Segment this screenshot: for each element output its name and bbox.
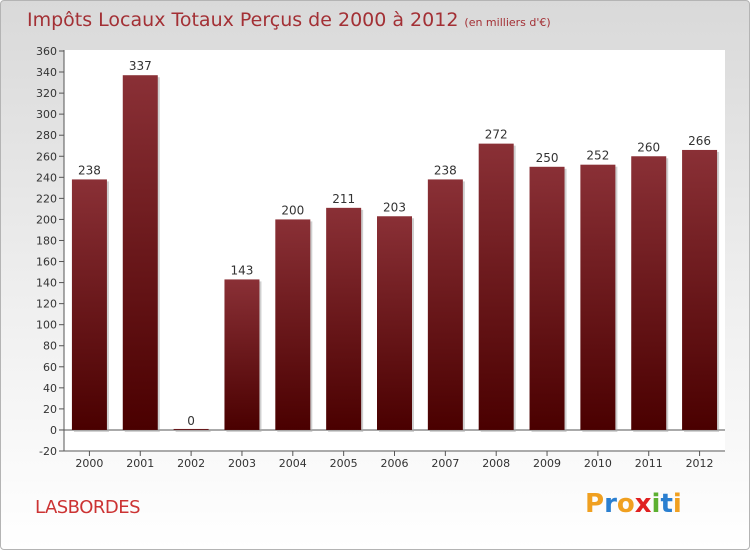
data-label: 252 xyxy=(586,149,609,163)
chart-subtitle: (en milliers d'€) xyxy=(464,16,551,29)
x-tick-label: 2011 xyxy=(635,457,663,470)
y-tick-label: 80 xyxy=(43,340,57,353)
bar-series xyxy=(71,75,720,432)
y-tick-label: 20 xyxy=(43,403,57,416)
data-label: 337 xyxy=(129,59,152,73)
logo-letter: x xyxy=(634,489,652,519)
logo-letter: i xyxy=(651,489,661,519)
data-label: 266 xyxy=(688,134,711,148)
y-axis: -20 0 20 40 60 80 100 120 140 160 180 200 220 240 260 2… xyxy=(36,45,65,458)
y-tick-label: 280 xyxy=(36,129,57,142)
bar xyxy=(631,156,667,430)
x-tick-label: 2000 xyxy=(75,457,103,470)
x-tick-label: 2003 xyxy=(228,457,256,470)
y-tick-label: 140 xyxy=(36,277,57,290)
y-tick-label: 360 xyxy=(36,45,57,58)
logo-letter: P xyxy=(585,489,605,519)
chart-title: Impôts Locaux Totaux Perçus de 2000 à 20… xyxy=(27,9,551,31)
data-label: 238 xyxy=(78,163,101,177)
data-label: 203 xyxy=(383,200,406,214)
bar xyxy=(478,143,514,430)
x-tick-label: 2001 xyxy=(126,457,154,470)
bar xyxy=(275,219,311,430)
y-tick-label: 120 xyxy=(36,298,57,311)
x-tick-label: 2008 xyxy=(482,457,510,470)
bar xyxy=(377,216,412,430)
y-tick-label: 160 xyxy=(36,256,57,269)
bar xyxy=(173,428,209,430)
logo-letter: r xyxy=(604,489,617,519)
y-tick-label: 180 xyxy=(36,234,57,247)
data-label: 260 xyxy=(637,140,660,154)
x-tick-label: 2007 xyxy=(431,457,459,470)
y-tick-label: 40 xyxy=(43,382,57,395)
y-tick-label: 300 xyxy=(36,108,57,121)
y-tick-label: 340 xyxy=(36,66,57,79)
bar xyxy=(326,207,362,430)
y-tick-label: 240 xyxy=(36,171,57,184)
x-tick-label: 2009 xyxy=(533,457,561,470)
x-tick-label: 2002 xyxy=(177,457,205,470)
bar xyxy=(224,279,260,430)
bar xyxy=(427,179,463,430)
y-tick-label: 200 xyxy=(36,213,57,226)
chart-title-text: Impôts Locaux Totaux Perçus de 2000 à 20… xyxy=(27,9,459,31)
data-label: 0 xyxy=(187,414,195,428)
x-tick-label: 2010 xyxy=(584,457,612,470)
data-label: 238 xyxy=(434,163,457,177)
x-tick-label: 2005 xyxy=(330,457,358,470)
y-tick-label: 320 xyxy=(36,87,57,100)
bar-shadow xyxy=(175,430,211,432)
logo-letter: t xyxy=(660,489,673,519)
y-tick-label: 260 xyxy=(36,150,57,163)
data-label: 143 xyxy=(231,263,254,277)
data-labels: 238 337 0 143 200 211 203 238 272 250 252 260 266 xyxy=(78,59,711,428)
bar xyxy=(71,179,107,430)
y-tick-label: -20 xyxy=(39,445,57,458)
logo-letter: i xyxy=(672,489,682,519)
commune-name: LASBORDES xyxy=(35,497,141,518)
logo-letter: o xyxy=(616,489,635,519)
proxiti-logo: Proxiti xyxy=(585,489,682,519)
data-label: 200 xyxy=(281,203,304,217)
y-tick-label: 100 xyxy=(36,319,57,332)
x-tick-label: 2012 xyxy=(686,457,714,470)
data-label: 272 xyxy=(485,128,508,142)
data-label: 250 xyxy=(536,151,559,165)
bar xyxy=(580,164,616,430)
y-tick-label: 0 xyxy=(50,424,57,437)
y-tick-label: 60 xyxy=(43,361,57,374)
x-tick-label: 2004 xyxy=(279,457,307,470)
y-tick-label: 220 xyxy=(36,192,57,205)
data-label: 211 xyxy=(332,192,355,206)
bar xyxy=(122,75,158,430)
bar xyxy=(682,149,718,430)
x-tick-label: 2006 xyxy=(381,457,409,470)
bar xyxy=(529,166,565,430)
